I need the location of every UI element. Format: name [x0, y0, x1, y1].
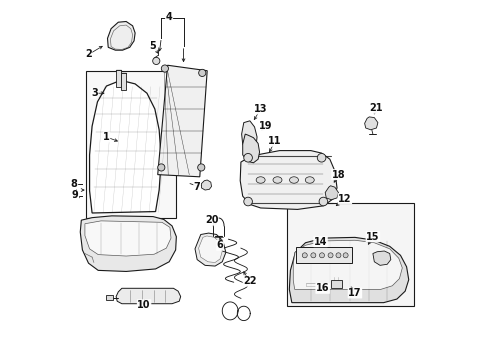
- Text: 22: 22: [243, 276, 256, 286]
- Circle shape: [317, 153, 325, 162]
- Bar: [330, 280, 341, 288]
- Text: 16: 16: [315, 283, 329, 293]
- Polygon shape: [242, 134, 259, 163]
- Polygon shape: [198, 236, 222, 262]
- Text: 9: 9: [72, 190, 79, 200]
- Text: 14: 14: [313, 237, 326, 247]
- Circle shape: [244, 153, 252, 162]
- Polygon shape: [116, 288, 180, 304]
- Text: 9: 9: [72, 190, 79, 200]
- Text: 4: 4: [165, 13, 172, 23]
- Circle shape: [327, 253, 332, 258]
- Bar: [106, 295, 113, 300]
- Polygon shape: [289, 237, 408, 303]
- Circle shape: [244, 197, 252, 206]
- Text: 4: 4: [165, 12, 172, 22]
- Circle shape: [319, 253, 324, 258]
- Bar: [296, 247, 351, 263]
- Text: 12: 12: [338, 194, 351, 204]
- Circle shape: [335, 253, 340, 258]
- Polygon shape: [240, 150, 336, 210]
- Polygon shape: [107, 22, 135, 50]
- Circle shape: [198, 69, 205, 76]
- Polygon shape: [80, 216, 176, 271]
- Text: 8: 8: [71, 179, 78, 189]
- Text: 1: 1: [103, 132, 110, 142]
- Text: 21: 21: [369, 103, 383, 113]
- Circle shape: [152, 57, 160, 64]
- Polygon shape: [241, 121, 257, 151]
- Text: 3: 3: [91, 88, 98, 98]
- Text: 8: 8: [71, 179, 78, 189]
- Polygon shape: [158, 65, 207, 177]
- Polygon shape: [201, 180, 211, 190]
- Text: 7: 7: [193, 182, 200, 192]
- Text: 13: 13: [253, 104, 267, 114]
- Text: 5: 5: [149, 41, 156, 50]
- Polygon shape: [293, 240, 402, 289]
- Text: 11: 11: [268, 136, 281, 146]
- Polygon shape: [372, 251, 390, 265]
- Ellipse shape: [256, 177, 264, 183]
- Text: 17: 17: [347, 288, 361, 298]
- Ellipse shape: [305, 177, 314, 183]
- Ellipse shape: [272, 177, 282, 183]
- Polygon shape: [325, 186, 338, 200]
- Text: 2: 2: [85, 49, 92, 59]
- Polygon shape: [195, 233, 225, 266]
- Text: 10: 10: [137, 300, 150, 310]
- Polygon shape: [89, 80, 161, 213]
- Text: 6: 6: [216, 240, 223, 250]
- Circle shape: [343, 253, 347, 258]
- Circle shape: [158, 164, 164, 171]
- Text: 15: 15: [366, 232, 379, 242]
- Bar: [86, 71, 176, 218]
- Circle shape: [310, 253, 315, 258]
- Text: 18: 18: [331, 170, 345, 180]
- Circle shape: [197, 164, 204, 171]
- Polygon shape: [110, 25, 132, 49]
- Bar: [121, 73, 125, 90]
- Polygon shape: [85, 221, 171, 256]
- Circle shape: [161, 65, 168, 72]
- Polygon shape: [364, 117, 377, 130]
- Bar: [116, 70, 121, 87]
- Text: 20: 20: [204, 215, 218, 225]
- Circle shape: [302, 253, 306, 258]
- Circle shape: [319, 197, 327, 206]
- Ellipse shape: [289, 177, 298, 183]
- Bar: [286, 203, 413, 306]
- Text: 19: 19: [259, 121, 272, 131]
